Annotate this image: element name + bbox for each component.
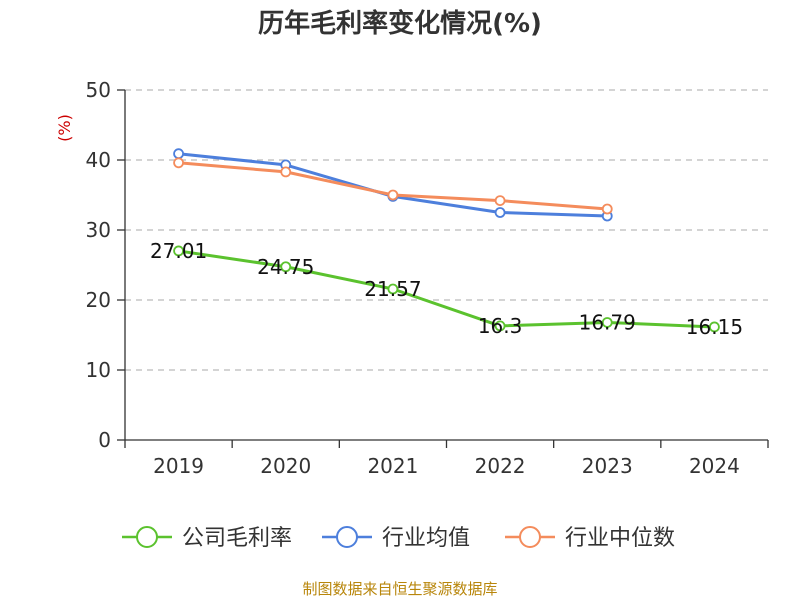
y-tick-label-40: 40	[86, 148, 111, 172]
series-0-point-2022	[494, 320, 506, 332]
legend-label-2: 行业中位数	[565, 526, 675, 551]
data-label-2022: 16.3	[478, 314, 523, 338]
x-tick-label-2020: 2020	[260, 454, 311, 478]
chart-title: 历年毛利率变化情况(%)	[258, 8, 542, 39]
legend-item-2[interactable]: 行业中位数	[505, 526, 675, 551]
x-tick-label-2021: 2021	[367, 454, 418, 478]
series-0	[173, 245, 720, 333]
series-line-1	[178, 152, 608, 218]
series-2-point-2019	[173, 157, 184, 169]
series-line-2	[178, 161, 608, 211]
series-0-point-2019	[173, 245, 184, 257]
series-0-point-2021	[387, 283, 399, 295]
data-labels: 27.01 24.75 21.57 16.3 16.79 16.15	[150, 239, 743, 339]
y-axis-unit-label: (%)	[55, 114, 74, 142]
x-tick-label-2024: 2024	[689, 454, 740, 478]
series-2-point-2020	[280, 166, 292, 178]
data-label-2023: 16.79	[579, 310, 636, 334]
series-2-point-2022	[494, 195, 506, 207]
series-0-point-2023	[601, 317, 613, 328]
y-tick-label-50: 50	[86, 78, 111, 102]
data-label-2024: 16.15	[686, 315, 743, 339]
legend-item-1[interactable]: 行业均值	[322, 526, 470, 551]
x-tick-labels: 2019 2020 2021 2022 2023 2024	[153, 454, 740, 478]
legend-marker-1	[336, 526, 358, 548]
y-tick-label-30: 30	[86, 218, 111, 242]
x-tick-label-2022: 2022	[475, 454, 526, 478]
data-label-2019: 27.01	[150, 239, 207, 263]
y-tick-label-20: 20	[86, 288, 111, 312]
legend-label-0: 公司毛利率	[182, 526, 292, 551]
series-2	[173, 157, 613, 215]
data-source-note: 制图数据来自恒生聚源数据库	[302, 580, 497, 598]
grid-lines	[125, 89, 768, 371]
axes	[117, 89, 769, 448]
legend[interactable]: 公司毛利率 行业均值 行业中位数	[122, 526, 675, 551]
series-2-point-2021	[387, 189, 399, 201]
series-1-point-2022	[494, 207, 506, 218]
y-tick-labels: 0 10 20 30 40 50	[86, 78, 111, 452]
data-label-2021: 21.57	[364, 277, 421, 301]
legend-marker-2	[519, 526, 541, 548]
y-tick-label-0: 0	[98, 428, 111, 452]
series-1-point-2019	[173, 148, 184, 160]
series-0-point-2020	[280, 261, 292, 273]
x-tick-label-2023: 2023	[582, 454, 633, 478]
legend-marker-0	[136, 526, 158, 548]
y-tick-label-10: 10	[86, 358, 111, 382]
series-2-point-2023	[601, 203, 613, 215]
series-0-point-2024	[709, 321, 720, 333]
series-line-0	[178, 249, 715, 329]
legend-label-1: 行业均值	[382, 526, 470, 551]
series-layer	[173, 148, 720, 333]
legend-item-0[interactable]: 公司毛利率	[122, 526, 292, 551]
x-tick-label-2019: 2019	[153, 454, 204, 478]
data-label-2020: 24.75	[257, 255, 314, 279]
